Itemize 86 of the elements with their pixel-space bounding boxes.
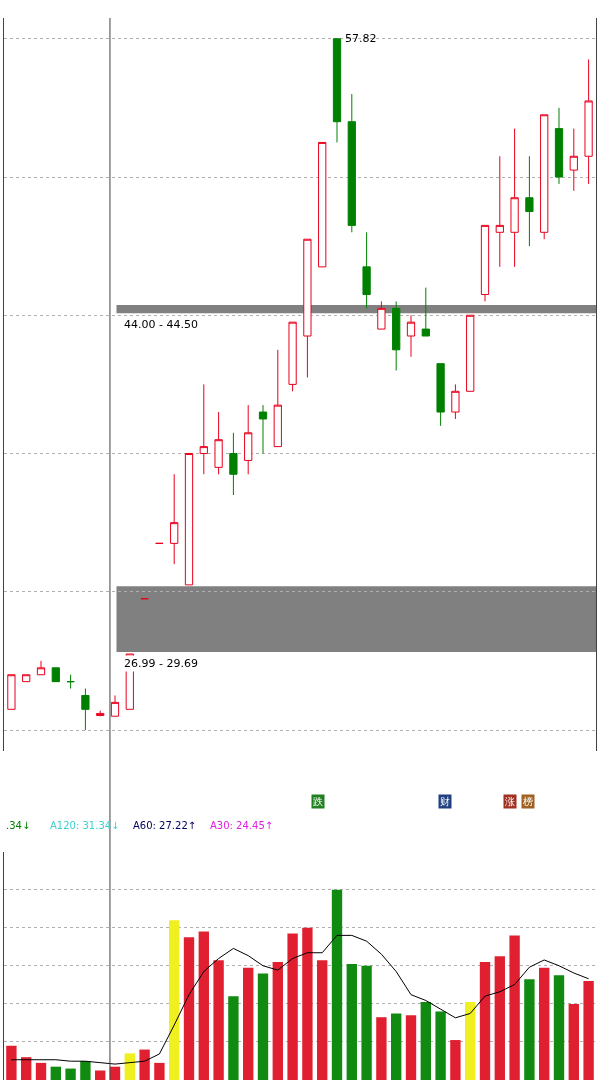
candlestick (81, 688, 90, 731)
band-label: 26.99 - 29.69 (124, 657, 198, 670)
bar (479, 962, 491, 1080)
bar (302, 927, 313, 1080)
candlestick (347, 93, 356, 233)
bar (257, 973, 269, 1080)
candlestick (170, 473, 179, 565)
candlestick (466, 314, 475, 392)
bar (287, 933, 298, 1080)
band-label: 44.00 - 44.50 (124, 318, 198, 331)
candlestick (66, 674, 75, 690)
bar (435, 1011, 446, 1080)
bar (376, 1017, 387, 1080)
candlestick (495, 155, 504, 268)
candlestick (421, 287, 430, 337)
bar (243, 967, 254, 1080)
candlestick (392, 300, 401, 372)
candlestick (258, 404, 268, 455)
bar (21, 1057, 32, 1080)
bar (539, 967, 550, 1080)
candlestick (569, 128, 578, 192)
bar (465, 1001, 476, 1080)
bar (317, 960, 328, 1080)
bar (553, 975, 565, 1080)
bar (272, 962, 283, 1080)
text: 涨 (505, 796, 515, 807)
bar (95, 1070, 106, 1080)
candlestick (377, 300, 386, 330)
bar (65, 1068, 76, 1080)
candlestick (406, 314, 416, 358)
bar (405, 1015, 417, 1080)
text: 榜 (523, 796, 533, 807)
candlestick (540, 114, 549, 240)
candlestick (214, 411, 223, 475)
bar (6, 1045, 17, 1080)
text: A120: 31.34↓ (50, 820, 120, 831)
bar (154, 1062, 165, 1080)
bar (198, 931, 209, 1080)
bar (524, 979, 535, 1080)
bar (80, 1060, 91, 1080)
bar (169, 920, 180, 1080)
bar (391, 1013, 402, 1080)
text: A60: 27.22↑ (133, 820, 197, 831)
bar (346, 963, 357, 1080)
candlestick (229, 432, 238, 496)
candlestick (7, 674, 16, 710)
candlestick (36, 660, 46, 676)
bar (583, 981, 594, 1080)
bar (568, 1003, 579, 1080)
candlestick (303, 238, 312, 378)
candlestick (480, 224, 490, 302)
bar (213, 960, 224, 1080)
candlestick (244, 404, 253, 475)
candlestick (273, 349, 282, 448)
bar (420, 1001, 431, 1080)
bar (228, 996, 239, 1080)
bar (124, 1053, 135, 1080)
bar (361, 965, 372, 1080)
bar (50, 1066, 61, 1080)
bar (450, 1040, 461, 1080)
candlestick (584, 58, 593, 185)
candlestick (554, 107, 564, 185)
text: 财 (440, 796, 450, 807)
bar (183, 937, 195, 1080)
bar (509, 935, 520, 1080)
candlestick (110, 694, 120, 717)
bar (331, 889, 343, 1080)
bar (139, 1049, 150, 1080)
text: .34↓ (6, 820, 31, 831)
bar (35, 1062, 47, 1080)
candlestick (510, 128, 519, 268)
candlestick (436, 363, 445, 427)
candlestick (332, 38, 342, 143)
candlestick (318, 141, 327, 268)
candlestick (288, 321, 297, 392)
candlestick (525, 155, 534, 247)
candlestick (199, 383, 208, 475)
candlestick (51, 667, 60, 683)
annotation: 57.82 (345, 32, 377, 45)
candlestick (22, 674, 31, 683)
candlestick (184, 453, 194, 586)
bar (494, 956, 505, 1080)
text: A30: 24.45↑ (210, 820, 274, 831)
candlestick (362, 231, 371, 309)
text: 跌 (313, 796, 323, 807)
candlestick (451, 383, 460, 420)
